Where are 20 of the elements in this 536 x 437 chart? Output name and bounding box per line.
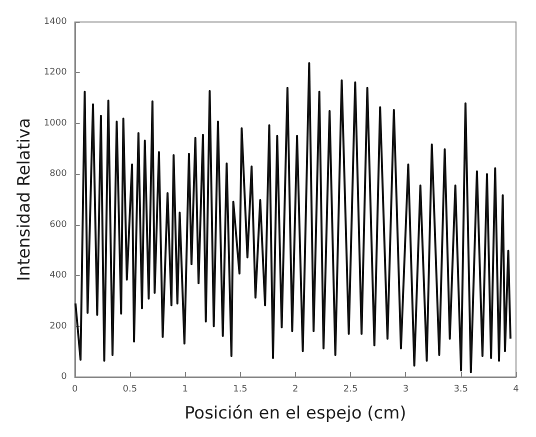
x-tick-label: 2.5 bbox=[343, 384, 358, 394]
y-tick-label: 1400 bbox=[44, 17, 68, 27]
x-tick-label: 4 bbox=[513, 384, 520, 394]
y-tick-label: 1200 bbox=[44, 68, 68, 78]
line-series bbox=[74, 62, 512, 374]
y-axis-title: Intensidad Relativa bbox=[14, 118, 34, 282]
y-tick-label: 400 bbox=[50, 270, 68, 281]
y-tick-label: 1000 bbox=[44, 118, 68, 128]
x-tick-label: 3 bbox=[402, 384, 409, 394]
y-tick-label: 600 bbox=[50, 220, 68, 230]
y-tick-label: 800 bbox=[50, 169, 68, 180]
y-tick-label: 200 bbox=[50, 321, 68, 332]
x-tick-label: 0.5 bbox=[122, 384, 138, 394]
x-axis-title: Posición en el espejo (cm) bbox=[184, 404, 406, 424]
x-tick-label: 0 bbox=[72, 384, 78, 394]
x-tick-label: 2 bbox=[292, 384, 298, 394]
x-tick-label: 1 bbox=[182, 384, 188, 394]
y-tick-label: 0 bbox=[61, 372, 68, 382]
x-tick-label: 1.5 bbox=[233, 384, 248, 394]
x-tick-label: 3.5 bbox=[454, 384, 468, 394]
